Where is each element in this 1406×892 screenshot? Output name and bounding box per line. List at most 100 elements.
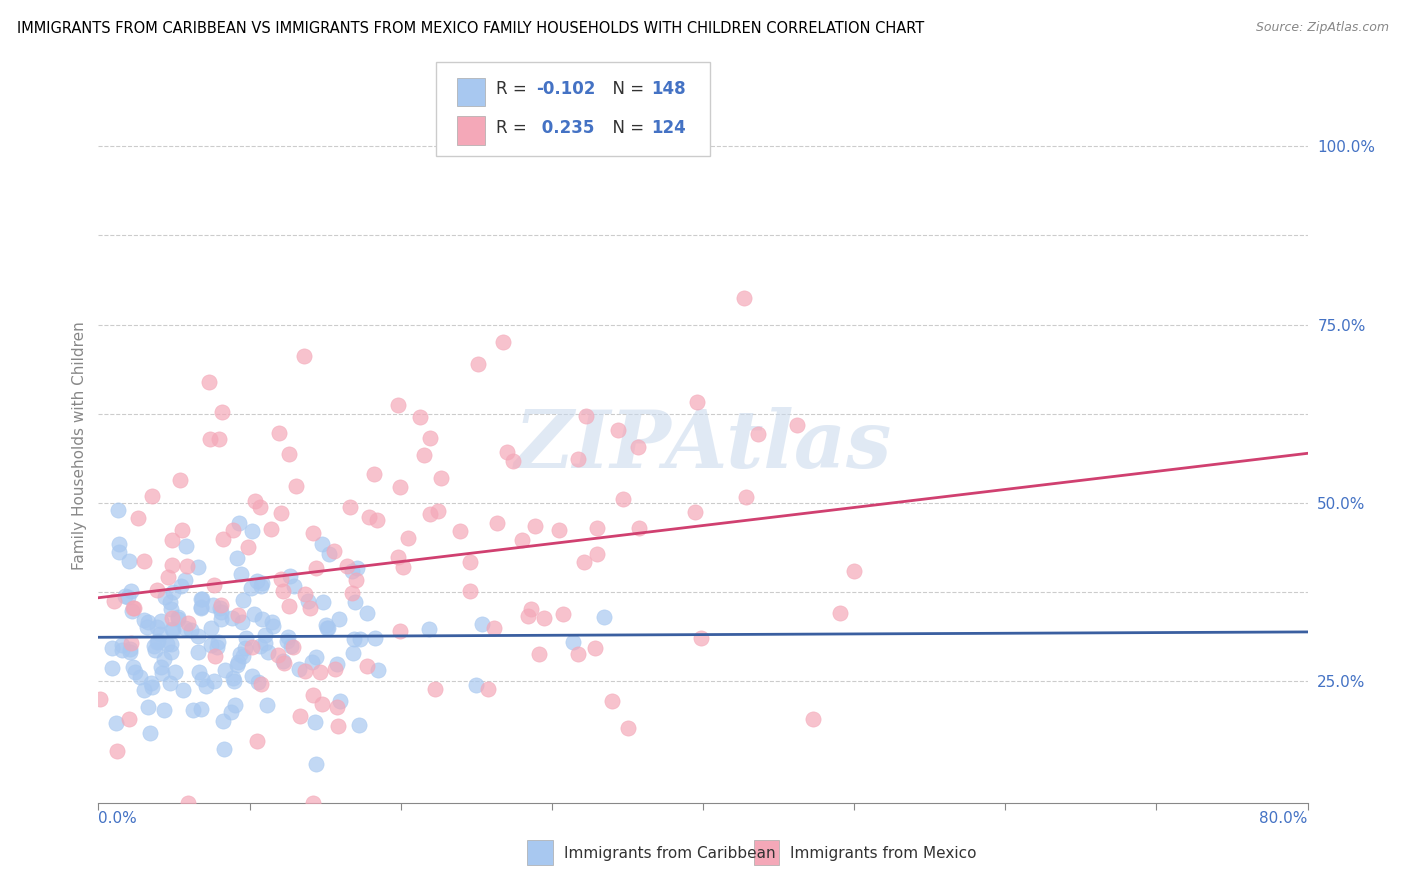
Point [524, 518, 547, 533]
Point [492, 334, 515, 349]
Text: 80.0%: 80.0% [1260, 812, 1308, 826]
Point [221, 705, 243, 719]
Point [170, 579, 193, 593]
Point [281, 640, 304, 655]
Point [202, 673, 225, 688]
Point [191, 672, 214, 686]
Point [222, 671, 245, 685]
Text: 0.0%: 0.0% [98, 812, 138, 826]
Point [396, 531, 419, 545]
Point [121, 604, 143, 618]
Point [247, 674, 270, 689]
Point [110, 643, 132, 657]
Point [516, 609, 538, 624]
Point [328, 612, 350, 626]
Point [325, 700, 347, 714]
Point [347, 718, 370, 732]
Point [229, 566, 252, 581]
Point [423, 681, 446, 696]
Point [254, 636, 277, 650]
Point [243, 607, 266, 622]
Point [145, 582, 167, 597]
Point [118, 641, 141, 656]
Point [139, 725, 162, 739]
Point [160, 645, 183, 659]
Point [273, 656, 295, 670]
Point [191, 591, 214, 606]
Text: N =: N = [602, 119, 650, 136]
Point [222, 523, 245, 537]
Point [336, 558, 359, 573]
Point [174, 573, 197, 587]
Point [246, 734, 269, 748]
Point [150, 666, 173, 681]
Point [356, 606, 378, 620]
Point [278, 568, 301, 582]
Point [363, 467, 385, 481]
Point [389, 624, 412, 638]
Point [160, 611, 183, 625]
Point [267, 425, 290, 440]
Point [467, 357, 489, 371]
Point [288, 662, 311, 676]
Point [212, 741, 235, 756]
Point [198, 432, 221, 446]
Point [284, 479, 307, 493]
Point [162, 558, 184, 572]
Point [250, 611, 273, 625]
Point [520, 602, 543, 616]
Point [449, 524, 471, 538]
Point [485, 516, 508, 530]
Point [177, 616, 200, 631]
Point [240, 668, 263, 682]
Point [136, 700, 159, 714]
Point [553, 607, 575, 622]
Point [280, 639, 302, 653]
Point [166, 612, 188, 626]
Point [211, 405, 233, 419]
Point [305, 757, 328, 772]
Point [172, 682, 194, 697]
Point [359, 510, 381, 524]
Point [297, 593, 319, 607]
Point [214, 663, 236, 677]
Point [159, 675, 181, 690]
Point [496, 445, 519, 459]
Point [190, 601, 212, 615]
Point [392, 560, 415, 574]
Point [419, 431, 441, 445]
Point [477, 682, 499, 697]
Point [141, 680, 163, 694]
Point [344, 574, 367, 588]
Point [602, 694, 624, 708]
Point [111, 639, 134, 653]
Point [204, 649, 226, 664]
Point [575, 409, 598, 424]
Point [176, 558, 198, 573]
Point [429, 471, 451, 485]
Point [202, 578, 225, 592]
Point [195, 679, 218, 693]
Point [108, 545, 131, 559]
Text: N =: N = [602, 80, 650, 98]
Point [153, 652, 176, 666]
Point [304, 561, 326, 575]
Point [120, 584, 142, 599]
Point [412, 448, 434, 462]
Point [156, 637, 179, 651]
Point [340, 586, 363, 600]
Point [169, 473, 191, 487]
Text: R =: R = [496, 80, 533, 98]
Point [101, 661, 124, 675]
Point [346, 561, 368, 575]
Point [786, 417, 808, 432]
Y-axis label: Family Households with Children: Family Households with Children [72, 322, 87, 570]
Point [612, 491, 634, 506]
Point [294, 587, 316, 601]
Point [240, 582, 263, 596]
Point [607, 423, 630, 437]
Point [267, 648, 290, 662]
Point [326, 657, 349, 672]
Point [627, 440, 650, 454]
Text: IMMIGRANTS FROM CARIBBEAN VS IMMIGRANTS FROM MEXICO FAMILY HOUSEHOLDS WITH CHILD: IMMIGRANTS FROM CARIBBEAN VS IMMIGRANTS … [17, 21, 924, 36]
